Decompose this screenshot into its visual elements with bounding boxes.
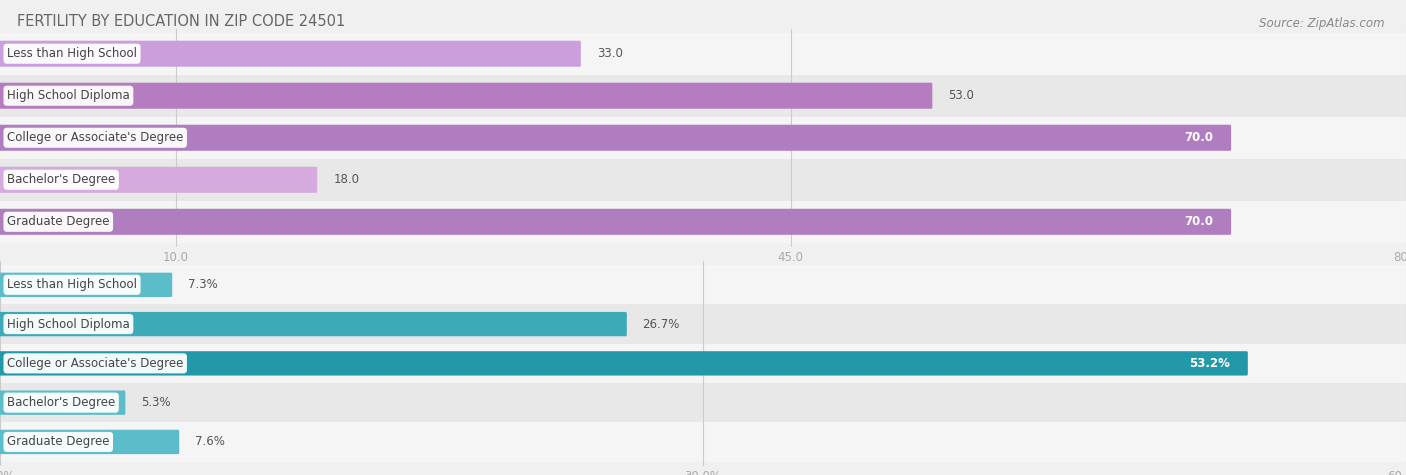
Text: High School Diploma: High School Diploma xyxy=(7,89,129,102)
Text: Less than High School: Less than High School xyxy=(7,47,136,60)
FancyBboxPatch shape xyxy=(0,390,125,415)
Text: Graduate Degree: Graduate Degree xyxy=(7,436,110,448)
Bar xyxy=(0,344,1406,383)
FancyBboxPatch shape xyxy=(0,41,581,67)
FancyBboxPatch shape xyxy=(0,209,1232,235)
Text: Bachelor's Degree: Bachelor's Degree xyxy=(7,396,115,409)
FancyBboxPatch shape xyxy=(0,83,932,109)
Bar xyxy=(0,265,1406,304)
Text: 53.0: 53.0 xyxy=(948,89,974,102)
Text: Graduate Degree: Graduate Degree xyxy=(7,215,110,228)
Text: 70.0: 70.0 xyxy=(1184,131,1213,144)
Text: College or Associate's Degree: College or Associate's Degree xyxy=(7,131,183,144)
Bar xyxy=(0,75,1406,117)
Text: Bachelor's Degree: Bachelor's Degree xyxy=(7,173,115,186)
Text: 33.0: 33.0 xyxy=(596,47,623,60)
Text: 70.0: 70.0 xyxy=(1184,215,1213,228)
Bar xyxy=(0,117,1406,159)
Text: College or Associate's Degree: College or Associate's Degree xyxy=(7,357,183,370)
Bar xyxy=(0,304,1406,344)
Bar xyxy=(0,33,1406,75)
Text: Source: ZipAtlas.com: Source: ZipAtlas.com xyxy=(1260,17,1385,29)
Text: 7.3%: 7.3% xyxy=(188,278,218,291)
Text: Less than High School: Less than High School xyxy=(7,278,136,291)
FancyBboxPatch shape xyxy=(0,430,179,454)
Text: FERTILITY BY EDUCATION IN ZIP CODE 24501: FERTILITY BY EDUCATION IN ZIP CODE 24501 xyxy=(17,14,344,29)
Bar xyxy=(0,159,1406,201)
FancyBboxPatch shape xyxy=(0,273,172,297)
Text: 18.0: 18.0 xyxy=(333,173,359,186)
Text: 26.7%: 26.7% xyxy=(643,318,681,331)
FancyBboxPatch shape xyxy=(0,167,318,193)
FancyBboxPatch shape xyxy=(0,351,1247,376)
FancyBboxPatch shape xyxy=(0,125,1232,151)
Bar xyxy=(0,383,1406,422)
Bar xyxy=(0,422,1406,462)
Bar xyxy=(0,201,1406,243)
Text: 53.2%: 53.2% xyxy=(1189,357,1230,370)
FancyBboxPatch shape xyxy=(0,312,627,336)
Text: 5.3%: 5.3% xyxy=(141,396,170,409)
Text: 7.6%: 7.6% xyxy=(195,436,225,448)
Text: High School Diploma: High School Diploma xyxy=(7,318,129,331)
